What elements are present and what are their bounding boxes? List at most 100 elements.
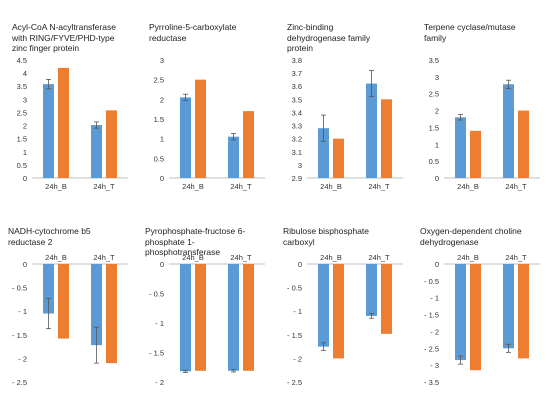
chart-title-line: Pyrophosphate-fructose 6- — [145, 226, 246, 236]
y-tick-label: - 3 — [430, 361, 439, 370]
chart-title-line: reductase — [149, 32, 187, 43]
chart-title-line: Ribulose bisphosphate — [283, 226, 370, 236]
bar-series-1 — [228, 264, 239, 371]
y-tick-label: - 2 — [18, 354, 27, 363]
y-tick-label: 0.5 — [17, 161, 27, 170]
y-tick-label: 2.5 — [17, 108, 27, 117]
chart-svg: 2.9 3 3.1 3.2 3.3 3.4 3.5 3.6 3.7 3.8 24h_B 24h_T — [292, 56, 403, 191]
category-label: 24h_T — [230, 253, 252, 262]
bar-series-2 — [333, 138, 344, 178]
y-tick-label: - 0.5 — [149, 290, 164, 299]
bar-series-1 — [455, 264, 466, 361]
bar-series-2 — [470, 264, 481, 371]
y-tick-label: 1.5 — [429, 123, 439, 132]
chart-svg: 0 - 0.5 - 1 - 1.5 - 2 - 2.5 - 3 - 3.5 24h_B 24h_T — [424, 253, 540, 387]
chart-title-line: dehydrogenase family — [287, 32, 371, 43]
category-label: 24h_T — [368, 253, 390, 262]
category-label: 24h_T — [230, 182, 252, 191]
y-tick-label: 0.5 — [429, 157, 439, 166]
y-tick-label: 2 — [23, 122, 27, 131]
chart-title-line: Terpene cyclase/mutase — [424, 22, 516, 32]
chart-title: NADH-cytochrome b5 reductase 2 — [8, 226, 91, 247]
chart-title-line: Oxygen-dependent choline — [420, 226, 522, 236]
bar-series-2 — [518, 264, 529, 359]
y-tick-label: 3.8 — [292, 56, 302, 65]
y-tick-label: 3.5 — [17, 82, 27, 91]
y-tick-label: 3.3 — [292, 122, 302, 131]
chart-svg: 0 0.5 1 1.5 2 2.5 3 3.5 4 4.5 24h_B 24h_T — [17, 56, 128, 191]
y-tick-label: - 2.5 — [424, 344, 439, 353]
bar-series-1 — [503, 264, 514, 349]
y-tick-label: 2 — [160, 95, 164, 104]
chart-title-line: NADH-cytochrome b5 — [8, 226, 91, 236]
chart-svg: 0 0.5 1 1.5 2 2.5 3 24h_B 24h_T — [154, 56, 265, 191]
y-tick-label: 2.9 — [292, 174, 302, 183]
y-tick-label: 0 — [435, 174, 439, 183]
y-tick-label: 1.5 — [154, 115, 164, 124]
chart-panel: Pyrroline-5-carboxylate reductase 0 0.5 1 1.5… — [137, 0, 274, 202]
chart-title-line: carboxyl — [283, 236, 315, 247]
category-label: 24h_B — [182, 253, 204, 262]
y-tick-label: - 1 — [18, 307, 27, 316]
bar-series-2 — [333, 264, 344, 359]
bar-series-2 — [381, 264, 392, 334]
chart-svg: 0 - 0.5 - 1 - 1.5 - 2 - 2.5 24h_B 24h_T — [287, 253, 403, 387]
bar-series-2 — [58, 264, 69, 339]
y-tick-label: 3.2 — [292, 135, 302, 144]
category-label: 24h_B — [182, 182, 204, 191]
bar-series-2 — [106, 110, 117, 178]
y-tick-label: - 3.5 — [424, 378, 439, 387]
chart-title-line: Pyrroline-5-carboxylate — [149, 22, 237, 32]
y-tick-label: - 2 — [155, 378, 164, 387]
y-tick-label: 3 — [160, 56, 164, 65]
chart-title-line: family — [424, 32, 447, 43]
chart-title-line: zinc finger protein — [12, 43, 80, 53]
chart-panel: Terpene cyclase/mutase family 0 0.5 1 1.5 2 2.5… — [412, 0, 549, 202]
chart-title-line: with RING/FYVE/PHD-type — [12, 32, 115, 43]
bar-series-1 — [180, 264, 191, 372]
y-tick-label: - 0.5 — [12, 284, 27, 293]
chart-title-line: dehydrogenase — [420, 236, 479, 247]
category-label: 24h_T — [368, 182, 390, 191]
chart-svg: 0 0.5 1 1.5 2 2.5 3 3.5 24h_B 24h_T — [429, 56, 540, 191]
y-tick-label: 1 — [23, 148, 27, 157]
chart-title: Terpene cyclase/mutase family — [424, 22, 516, 43]
chart-title: Zinc-binding dehydrogenase family protein — [287, 22, 370, 54]
y-tick-label: 0 — [23, 174, 27, 183]
bar-series-2 — [106, 264, 117, 364]
y-tick-label: 2 — [435, 107, 439, 116]
y-tick-label: 0.5 — [154, 154, 164, 163]
y-tick-label: 0 — [160, 260, 164, 269]
bar-series-1 — [91, 264, 102, 346]
category-label: 24h_T — [505, 182, 527, 191]
category-label: 24h_B — [45, 253, 67, 262]
bar-series-1 — [318, 264, 329, 347]
category-label: 24h_B — [320, 182, 342, 191]
y-tick-label: - 0.5 — [424, 277, 439, 286]
y-tick-label: 0 — [160, 174, 164, 183]
y-tick-label: 3.7 — [292, 69, 302, 78]
y-tick-label: 0 — [435, 260, 439, 269]
y-tick-label: 0 — [23, 260, 27, 269]
y-tick-label: 4.5 — [17, 56, 27, 65]
y-tick-label: 3 — [298, 161, 302, 170]
y-tick-label: - 2 — [430, 327, 439, 336]
category-label: 24h_B — [457, 253, 479, 262]
bar-series-2 — [518, 110, 529, 178]
chart-title: Ribulose bisphosphate carboxyl — [283, 226, 369, 247]
y-tick-label: 2.5 — [429, 90, 439, 99]
y-tick-label: - 2.5 — [12, 378, 27, 387]
y-tick-label: 1.5 — [17, 135, 27, 144]
chart-title-line: Zinc-binding — [287, 22, 334, 32]
y-tick-label: 3 — [435, 73, 439, 82]
bar-series-1 — [455, 117, 466, 178]
category-label: 24h_T — [93, 182, 115, 191]
chart-title-line: protein — [287, 43, 313, 53]
bar-series-1 — [318, 128, 329, 178]
chart-panel: Acyl-CoA N-acyltransferase with RING/FYVE… — [0, 0, 137, 202]
chart-panel: Zinc-binding dehydrogenase family protein 2… — [275, 0, 412, 202]
chart-svg: 0 - 0.5 - 1 - 1.5 - 2 24h_B 24h_T — [149, 253, 265, 387]
chart-svg: 0 - 0.5 - 1 - 1.5 - 2 - 2.5 24h_B 24h_T — [12, 253, 128, 387]
category-label: 24h_B — [45, 182, 67, 191]
